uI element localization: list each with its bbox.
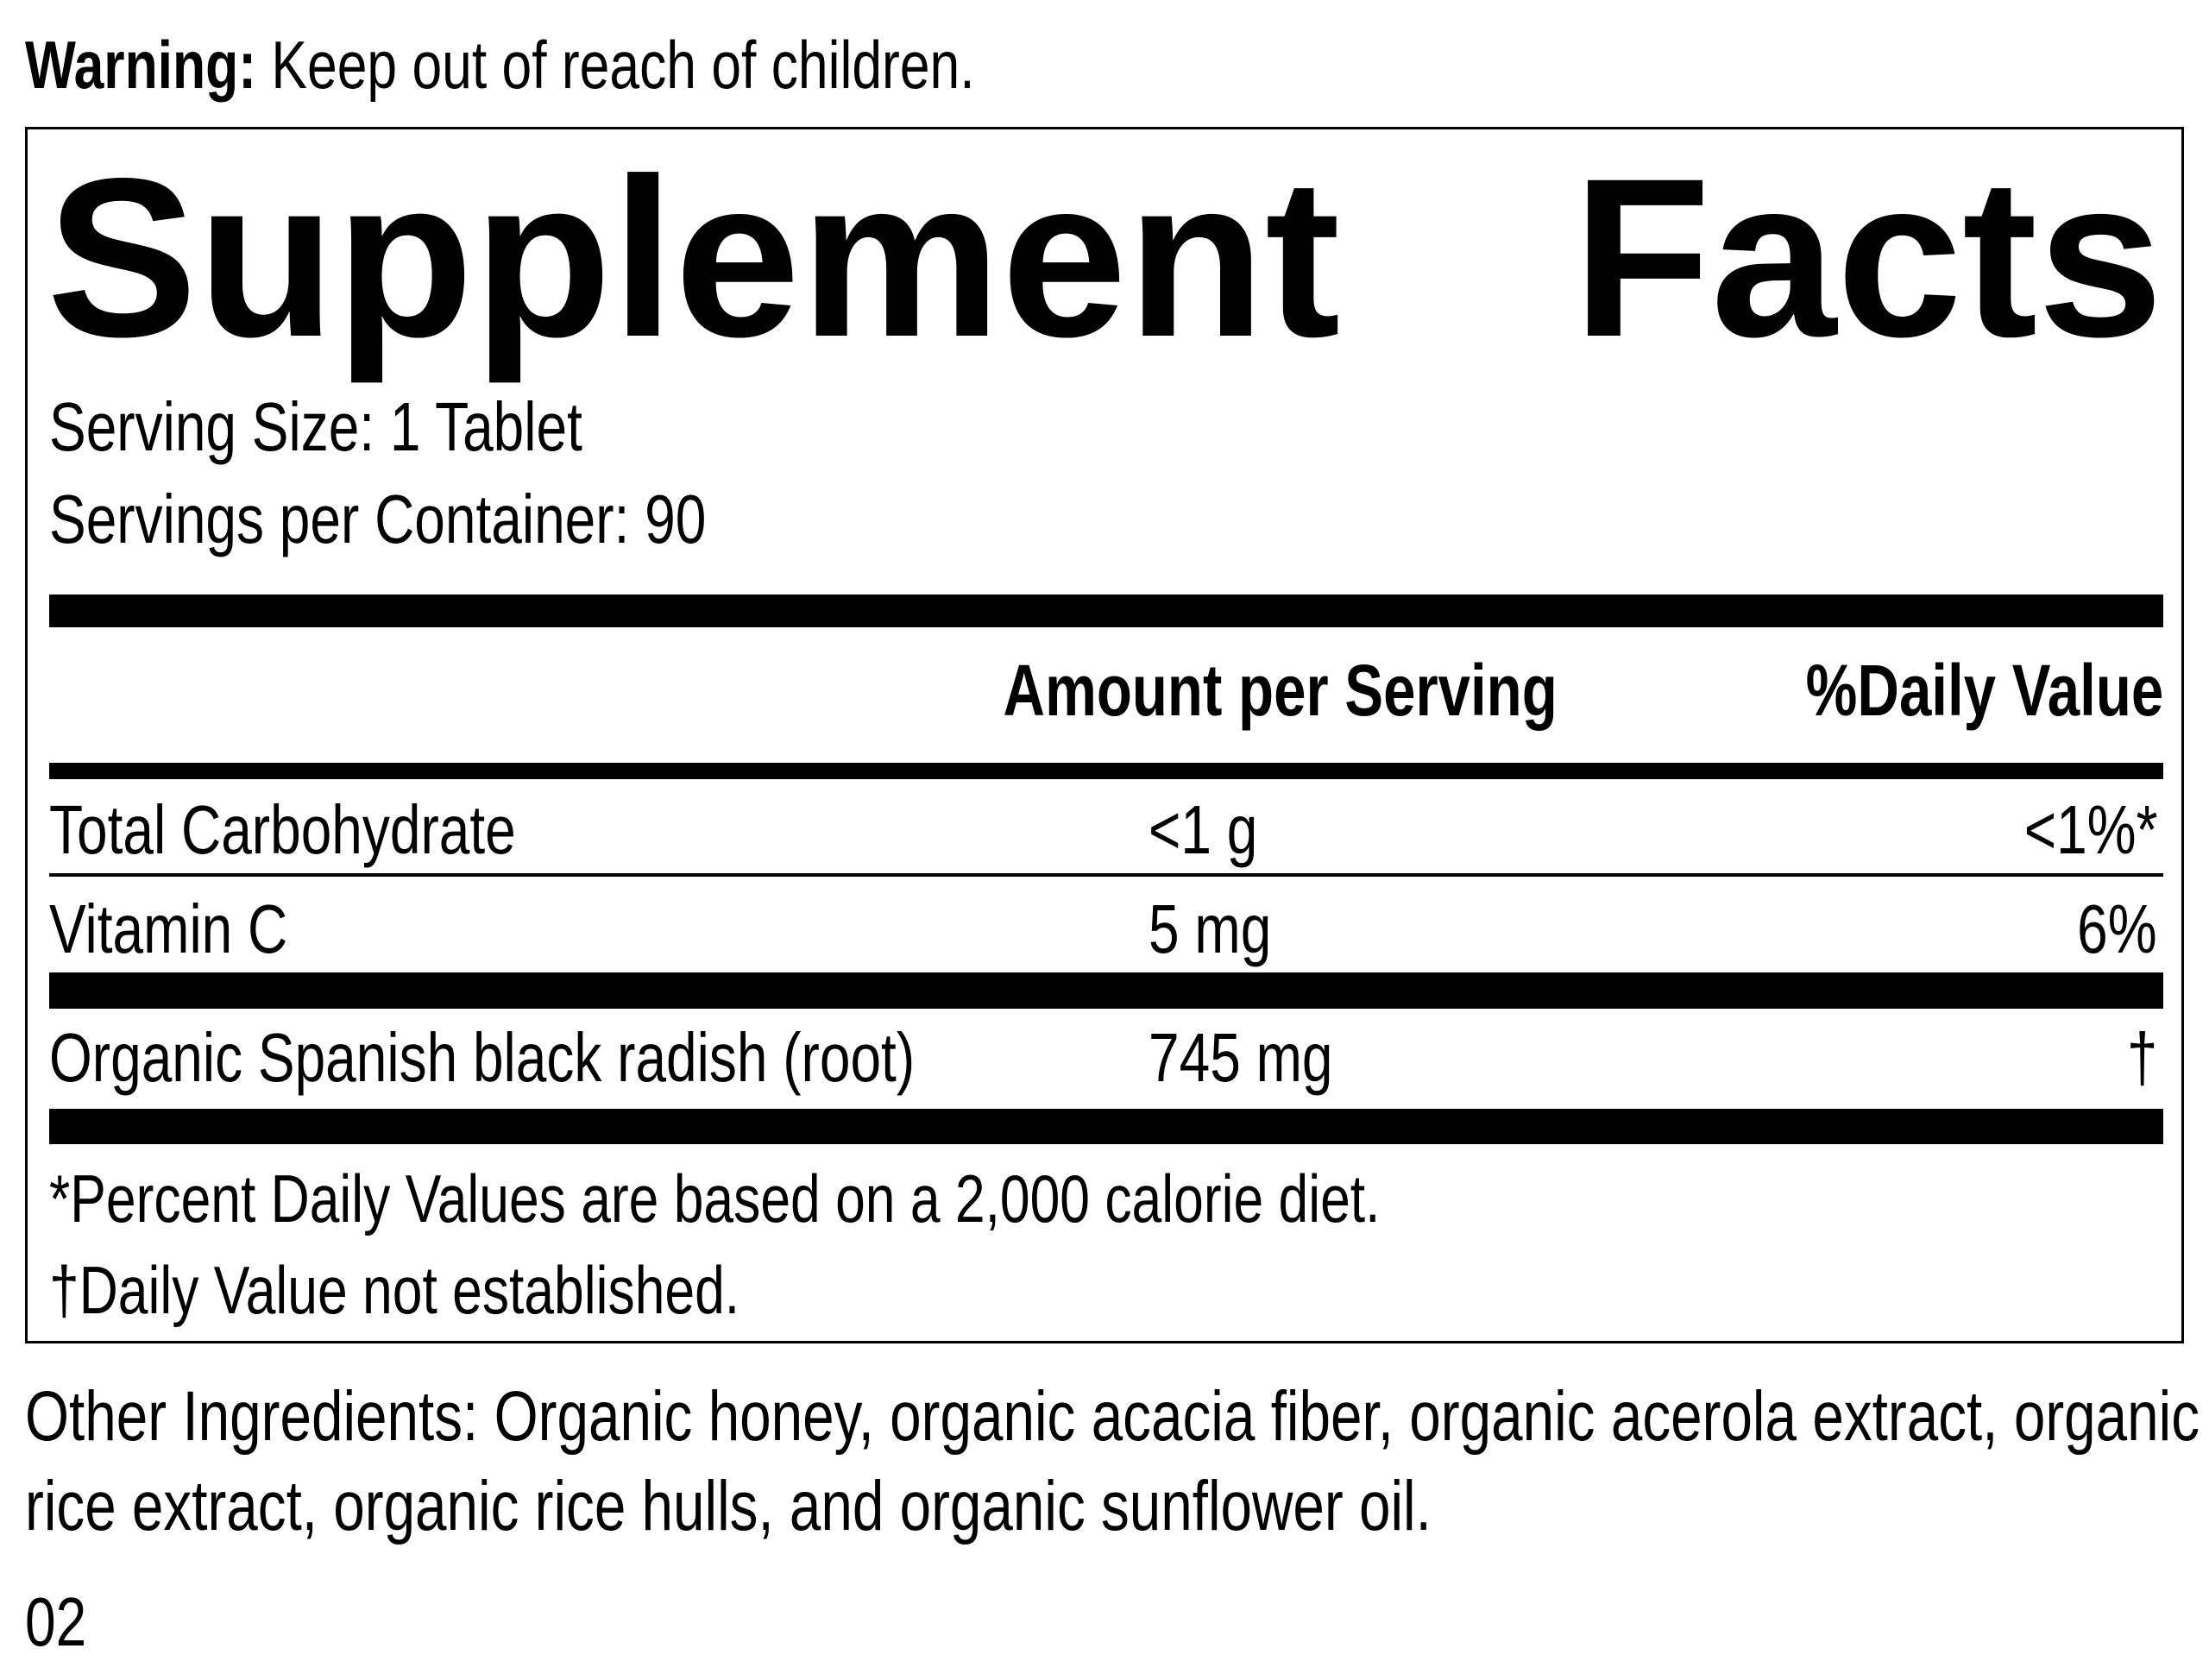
serving-size: Serving Size: 1 Tablet [49, 388, 582, 465]
warning-label: Warning: [25, 27, 257, 103]
row-name: Vitamin C [49, 890, 288, 967]
divider-thick [49, 595, 2163, 627]
row-amount: <1 g [1149, 791, 1258, 868]
divider-thick [49, 1109, 2163, 1144]
label-code: 02 [25, 1583, 87, 1660]
divider-thick [49, 972, 2163, 1009]
footnote: †Daily Value not established. [49, 1252, 740, 1328]
header-daily-value: %Daily Value [1805, 650, 2163, 731]
row-amount: 5 mg [1149, 890, 1272, 967]
warning-text: Keep out of reach of children. [271, 27, 975, 103]
servings-per-container: Servings per Container: 90 [49, 481, 707, 557]
panel-title-word1: Supplement [47, 131, 1341, 384]
divider-medium [49, 763, 2163, 779]
row-dv: † [2126, 1019, 2157, 1096]
header-amount: Amount per Serving [1003, 650, 1558, 731]
panel-title-word2: Facts [1572, 131, 2163, 384]
row-name: Organic Spanish black radish (root) [49, 1019, 916, 1096]
row-dv: 6% [2077, 890, 2158, 967]
warning: Warning: Keep out of reach of children. [25, 31, 975, 98]
divider-thin [49, 873, 2163, 877]
row-dv: <1%* [2023, 791, 2157, 868]
row-name: Total Carbohydrate [49, 791, 516, 868]
other-ingredients: Other Ingredients: Organic honey, organi… [25, 1377, 2200, 1545]
row-amount: 745 mg [1149, 1019, 1333, 1096]
footnote: *Percent Daily Values are based on a 2,0… [49, 1161, 1381, 1236]
supplement-facts-panel [25, 127, 2184, 1343]
